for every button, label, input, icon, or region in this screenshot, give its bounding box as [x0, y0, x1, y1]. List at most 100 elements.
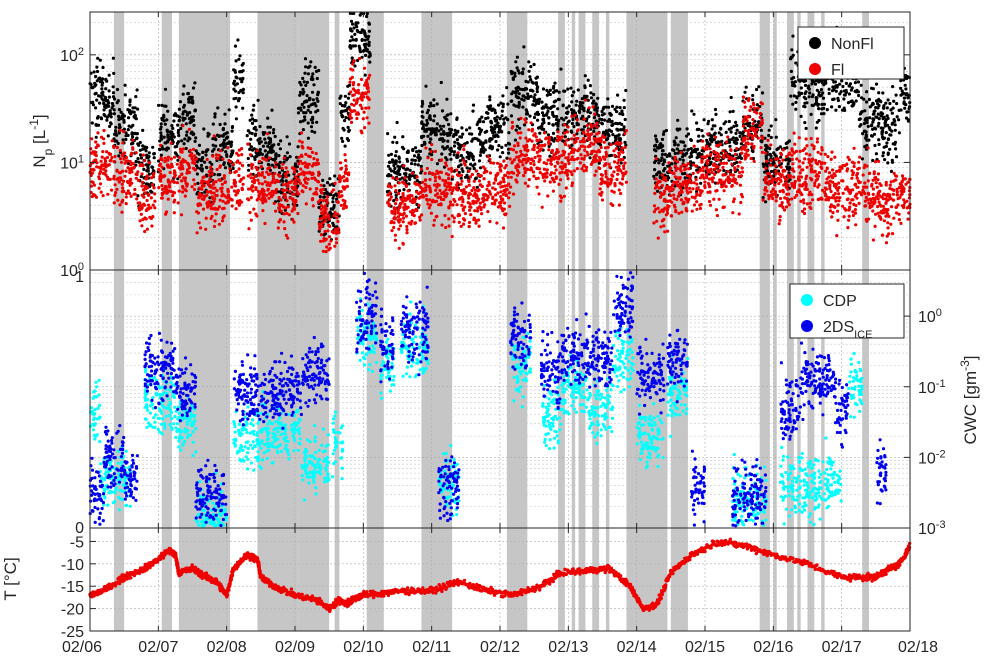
data-point	[575, 99, 579, 103]
data-point	[95, 79, 99, 83]
data-point	[461, 208, 465, 212]
data-point	[269, 172, 273, 176]
data-point	[400, 176, 404, 180]
data-point	[126, 108, 130, 112]
data-point	[434, 188, 438, 192]
shade-band	[773, 528, 777, 631]
data-point	[149, 189, 153, 193]
data-point	[542, 131, 547, 135]
data-point	[607, 162, 611, 166]
data-point	[434, 133, 438, 137]
data-point	[414, 182, 418, 186]
data-point	[462, 188, 466, 192]
data-point	[589, 91, 593, 95]
data-point	[133, 106, 137, 110]
data-point	[463, 205, 467, 209]
data-point	[292, 207, 297, 211]
data-point	[428, 198, 432, 202]
data-point	[724, 130, 728, 134]
data-point	[160, 165, 164, 169]
data-point	[652, 148, 657, 152]
data-point	[424, 146, 428, 150]
data-point	[367, 29, 371, 33]
data-point	[144, 217, 148, 221]
data-point	[435, 162, 439, 166]
data-point	[299, 108, 303, 112]
data-point	[422, 123, 426, 127]
data-point	[218, 178, 223, 182]
data-point	[868, 116, 872, 120]
data-point	[117, 126, 121, 130]
data-point	[496, 148, 500, 152]
data-point	[509, 147, 513, 151]
data-point	[221, 157, 225, 161]
data-point	[551, 104, 555, 108]
data-point	[98, 76, 102, 80]
data-point	[333, 174, 337, 178]
data-point	[590, 125, 594, 129]
data-point	[313, 65, 317, 69]
data-point	[471, 158, 476, 162]
data-point	[445, 118, 449, 122]
data-point	[133, 192, 137, 196]
data-point	[223, 180, 227, 185]
data-point	[116, 99, 120, 103]
data-point	[226, 189, 230, 193]
data-point	[182, 84, 186, 88]
data-point	[786, 162, 790, 166]
data-point	[288, 190, 292, 194]
data-point	[201, 175, 205, 180]
data-point	[833, 80, 838, 84]
shade-band	[605, 528, 610, 631]
data-point	[299, 172, 303, 176]
data-point	[267, 196, 271, 200]
data-point	[140, 184, 144, 188]
data-point	[606, 132, 610, 136]
data-point	[515, 155, 519, 159]
data-point	[444, 225, 448, 230]
data-point	[499, 197, 503, 201]
data-point	[266, 150, 271, 154]
data-point	[477, 126, 481, 131]
data-point	[354, 38, 358, 42]
data-point	[237, 90, 241, 95]
data-point	[356, 88, 360, 92]
data-point	[94, 158, 98, 162]
data-point	[727, 119, 731, 124]
data-point	[653, 134, 658, 138]
data-point	[94, 150, 98, 154]
data-point	[493, 187, 497, 191]
data-point	[150, 183, 155, 187]
data-point	[445, 192, 449, 196]
data-point	[500, 109, 504, 113]
data-point	[864, 130, 868, 134]
data-point	[194, 149, 198, 153]
data-point	[612, 149, 616, 153]
data-point	[266, 125, 270, 129]
data-point	[832, 97, 836, 101]
data-point	[817, 118, 821, 123]
data-point	[561, 149, 565, 153]
data-point	[118, 171, 122, 175]
data-point	[386, 193, 390, 197]
data-point	[165, 146, 169, 150]
data-point	[415, 179, 419, 183]
data-point	[462, 144, 466, 148]
data-point	[530, 127, 535, 131]
data-point	[180, 150, 184, 154]
data-point	[424, 84, 428, 88]
data-point	[532, 174, 536, 178]
data-point	[417, 196, 421, 200]
data-point	[133, 131, 137, 135]
data-point	[368, 52, 372, 56]
shade-band	[821, 12, 825, 270]
data-point	[434, 128, 438, 132]
data-point	[277, 202, 281, 206]
data-point	[498, 155, 502, 159]
data-point	[296, 211, 300, 216]
data-point	[598, 187, 602, 191]
data-point	[139, 212, 143, 216]
data-point	[465, 166, 469, 170]
data-point	[138, 219, 142, 223]
data-point	[570, 149, 575, 153]
